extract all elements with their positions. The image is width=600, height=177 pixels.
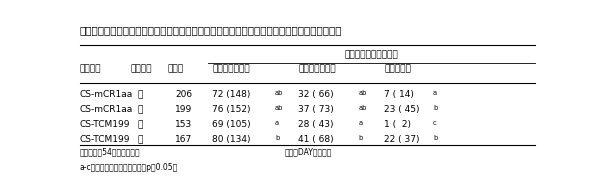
Text: a: a bbox=[433, 90, 437, 96]
Text: CS-TCM199: CS-TCM199 bbox=[80, 120, 130, 129]
Text: 76 (152): 76 (152) bbox=[212, 105, 251, 114]
Text: 23 ( 45): 23 ( 45) bbox=[384, 105, 420, 114]
Text: a-c：異符号間に有意差あり（p＜0.05）: a-c：異符号間に有意差あり（p＜0.05） bbox=[80, 163, 178, 172]
Text: ２細胞期以上＊: ２細胞期以上＊ bbox=[212, 64, 250, 73]
Text: 胚盤胞＊＊: 胚盤胞＊＊ bbox=[384, 64, 411, 73]
Text: 41 ( 68): 41 ( 68) bbox=[298, 135, 334, 144]
Text: a: a bbox=[359, 120, 363, 126]
Text: 発生培地: 発生培地 bbox=[80, 64, 101, 73]
Text: 28 ( 43): 28 ( 43) bbox=[298, 120, 334, 129]
Text: b: b bbox=[359, 135, 363, 141]
Text: 167: 167 bbox=[175, 135, 192, 144]
Text: ＊＊：DAY８に観察: ＊＊：DAY８に観察 bbox=[284, 147, 332, 156]
Text: 有: 有 bbox=[138, 135, 143, 144]
Text: c: c bbox=[433, 120, 437, 126]
Text: b: b bbox=[433, 105, 437, 111]
Text: 発生率％（発生卵数）: 発生率％（発生卵数） bbox=[344, 51, 398, 59]
Text: b: b bbox=[275, 135, 279, 141]
Text: 1 (  2): 1 ( 2) bbox=[384, 120, 411, 129]
Text: CS-mCR1aa: CS-mCR1aa bbox=[80, 90, 133, 99]
Text: 卵丘細胞: 卵丘細胞 bbox=[131, 64, 152, 73]
Text: 37 ( 73): 37 ( 73) bbox=[298, 105, 334, 114]
Text: 無: 無 bbox=[138, 120, 143, 129]
Text: ab: ab bbox=[359, 90, 367, 96]
Text: ab: ab bbox=[275, 90, 283, 96]
Text: 表２．発生用基本培地の違いおよび卵丘細胞の有無が牛体外成熟・受精卵の発生に及ぼす影響: 表２．発生用基本培地の違いおよび卵丘細胞の有無が牛体外成熟・受精卵の発生に及ぼす… bbox=[80, 25, 342, 35]
Text: 無: 無 bbox=[138, 90, 143, 99]
Text: CS-TCM199: CS-TCM199 bbox=[80, 135, 130, 144]
Text: 32 ( 66): 32 ( 66) bbox=[298, 90, 334, 99]
Text: 72 (148): 72 (148) bbox=[212, 90, 251, 99]
Text: b: b bbox=[433, 135, 437, 141]
Text: 199: 199 bbox=[175, 105, 192, 114]
Text: ab: ab bbox=[275, 105, 283, 111]
Text: ＊：媒精後54時間目に観察: ＊：媒精後54時間目に観察 bbox=[80, 147, 140, 156]
Text: 80 (134): 80 (134) bbox=[212, 135, 251, 144]
Text: 供卵数: 供卵数 bbox=[168, 64, 184, 73]
Text: ab: ab bbox=[359, 105, 367, 111]
Text: a: a bbox=[275, 120, 279, 126]
Text: 22 ( 37): 22 ( 37) bbox=[384, 135, 420, 144]
Text: 206: 206 bbox=[175, 90, 192, 99]
Text: CS-mCR1aa: CS-mCR1aa bbox=[80, 105, 133, 114]
Text: 69 (105): 69 (105) bbox=[212, 120, 251, 129]
Text: 有: 有 bbox=[138, 105, 143, 114]
Text: ８細胞期以上＊: ８細胞期以上＊ bbox=[298, 64, 336, 73]
Text: 7 ( 14): 7 ( 14) bbox=[384, 90, 414, 99]
Text: 153: 153 bbox=[175, 120, 192, 129]
